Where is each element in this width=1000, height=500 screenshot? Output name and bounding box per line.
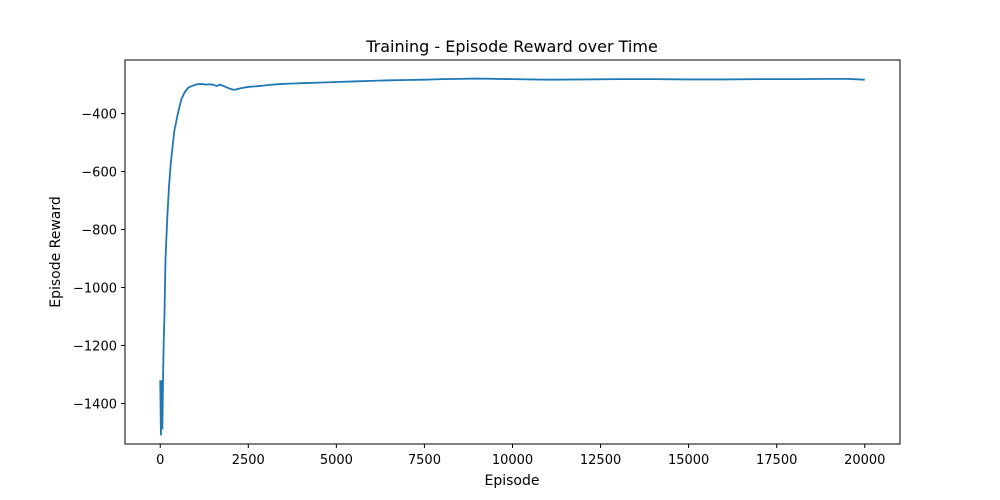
plot-frame [124,59,901,445]
reward-series-line [159,77,865,436]
x-tick-label: 10000 [492,453,533,468]
x-tick-label: 12500 [580,453,621,468]
x-tick-label: 17500 [756,453,797,468]
y-tick-label: −1400 [73,397,117,412]
y-tick-label: −1000 [73,282,117,297]
y-axis-label: Episode Reward [48,196,64,308]
x-tick-label: 5000 [320,453,353,468]
x-tick-label: 0 [156,453,164,468]
chart-title: Training - Episode Reward over Time [365,37,658,56]
x-tick-label: 7500 [408,453,441,468]
x-axis-ticks: 0 2500 5000 7500 10000 12500 15000 17500 20000 [156,444,885,468]
y-axis-ticks: −1400 −1200 −1000 −800 −600 −400 [73,108,125,412]
y-tick-label: −800 [81,224,117,239]
x-tick-label: 2500 [232,453,265,468]
y-tick-label: −600 [81,166,117,181]
x-tick-label: 15000 [668,453,709,468]
x-axis-label: Episode [485,473,540,489]
y-tick-label: −400 [81,108,117,123]
y-tick-label: −1200 [73,339,117,354]
x-tick-label: 20000 [844,453,885,468]
